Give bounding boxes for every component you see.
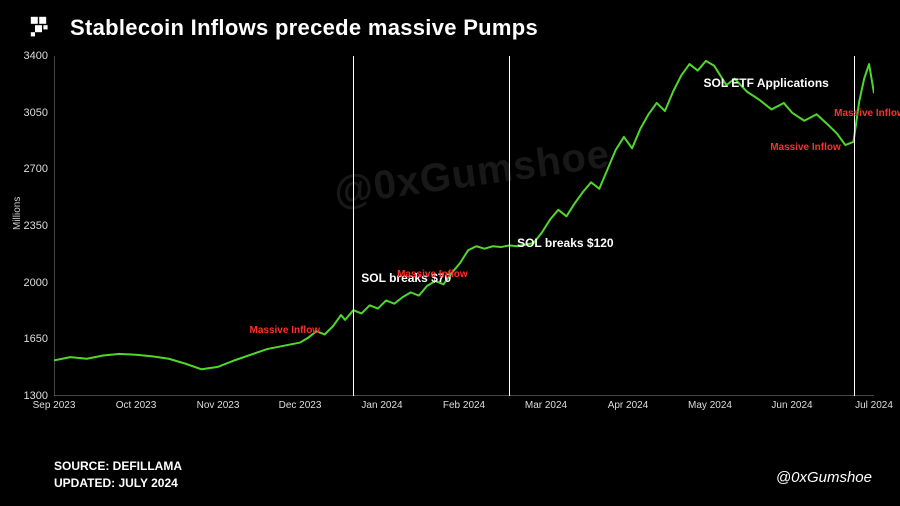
inflow-annotation: Massive Inflow bbox=[770, 142, 841, 153]
y-tick-label: 1650 bbox=[16, 333, 48, 345]
header: Stablecoin Inflows precede massive Pumps bbox=[0, 0, 900, 48]
event-label: SOL breaks $120 bbox=[517, 236, 614, 250]
y-tick-label: 2350 bbox=[16, 220, 48, 232]
x-tick-label: Feb 2024 bbox=[443, 400, 485, 411]
footer-source-block: SOURCE: DEFILLAMA UPDATED: JULY 2024 bbox=[54, 458, 182, 492]
x-tick-label: Jun 2024 bbox=[771, 400, 812, 411]
footer-handle: @0xGumshoe bbox=[776, 469, 872, 486]
footer-source: SOURCE: DEFILLAMA bbox=[54, 458, 182, 475]
plot-area: 1300165020002350270030503400Sep 2023Oct … bbox=[54, 56, 874, 396]
x-tick-label: Mar 2024 bbox=[525, 400, 567, 411]
event-vline bbox=[509, 56, 510, 396]
chart-title: Stablecoin Inflows precede massive Pumps bbox=[70, 15, 538, 41]
x-tick-label: Sep 2023 bbox=[33, 400, 76, 411]
y-tick-label: 3050 bbox=[16, 107, 48, 119]
x-tick-label: Apr 2024 bbox=[608, 400, 649, 411]
event-label: SOL ETF Applications bbox=[704, 76, 829, 90]
x-tick-label: Dec 2023 bbox=[279, 400, 322, 411]
inflow-annotation: Massive Inflow bbox=[250, 325, 321, 336]
y-tick-label: 2000 bbox=[16, 277, 48, 289]
y-tick-label: 2700 bbox=[16, 163, 48, 175]
x-tick-label: Jan 2024 bbox=[361, 400, 402, 411]
x-tick-label: Nov 2023 bbox=[197, 400, 240, 411]
line-svg bbox=[54, 56, 874, 396]
footer-updated: UPDATED: JULY 2024 bbox=[54, 475, 182, 492]
y-tick-label: 3400 bbox=[16, 50, 48, 62]
data-line bbox=[54, 61, 874, 369]
x-tick-label: May 2024 bbox=[688, 400, 732, 411]
logo-icon bbox=[28, 14, 56, 42]
chart-area: 1300165020002350270030503400Sep 2023Oct … bbox=[54, 56, 874, 436]
event-vline bbox=[353, 56, 354, 396]
inflow-annotation: Massive Inflow bbox=[397, 269, 468, 280]
inflow-annotation: Massive Inflow bbox=[834, 108, 900, 119]
x-tick-label: Jul 2024 bbox=[855, 400, 893, 411]
x-tick-label: Oct 2023 bbox=[116, 400, 157, 411]
